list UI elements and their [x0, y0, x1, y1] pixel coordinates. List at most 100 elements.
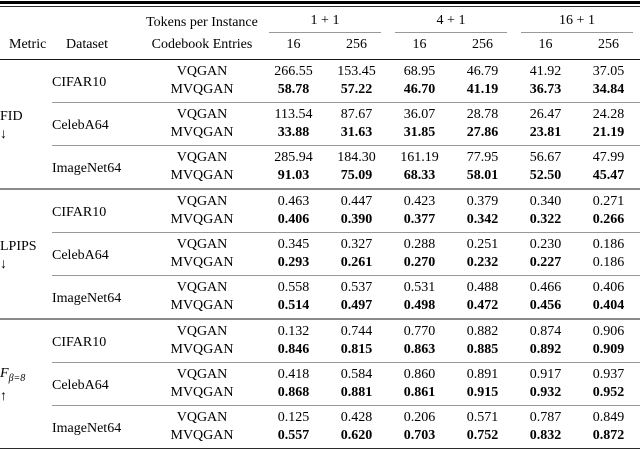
header-spacer	[0, 7, 142, 33]
value-cell: 27.86	[466, 125, 499, 140]
value-cell: 87.67	[325, 102, 388, 124]
value-cell: 34.84	[592, 82, 625, 97]
model-cell: MVQGAN	[170, 298, 234, 313]
model-cell: MVQGAN	[170, 82, 234, 97]
value-cell: 0.377	[403, 212, 436, 227]
value-cell: 0.846	[277, 342, 310, 357]
value-cell: 113.54	[262, 102, 325, 124]
table-row: ImageNet64 VQGAN 285.94 184.30 161.19 77.95 56…	[0, 145, 640, 189]
header-row-token-groups: Tokens per Instance 1 + 1 4 + 1 16 + 1	[0, 7, 640, 33]
value-cell: 0.227	[529, 255, 562, 270]
metric-label: FID	[0, 108, 23, 124]
value-cell: 0.881	[340, 385, 373, 400]
table-row: ImageNet64 VQGAN 0.558 0.537 0.531 0.488 0.466…	[0, 275, 640, 319]
table-row: MVQGAN 0.557 0.620 0.703 0.752 0.832 0.872	[0, 427, 640, 448]
table-row: FID ↓ CIFAR10 VQGAN 266.55 153.45 68.95 46.79 41…	[0, 60, 640, 142]
value-cell: 0.186	[577, 232, 640, 254]
model-cell: MVQGAN	[170, 385, 234, 400]
value-cell: 21.19	[592, 125, 625, 140]
value-cell: 0.456	[529, 298, 562, 313]
value-cell: 58.78	[277, 82, 310, 97]
value-cell: 0.537	[325, 275, 388, 297]
value-cell: 0.891	[451, 362, 514, 384]
value-cell: 23.81	[529, 125, 562, 140]
value-cell: 58.01	[466, 168, 499, 183]
value-cell: 36.07	[388, 102, 451, 124]
value-cell: 0.832	[529, 428, 562, 443]
value-cell: 0.932	[529, 385, 562, 400]
dataset-cell: CIFAR10	[52, 318, 142, 363]
value-cell: 0.863	[403, 342, 436, 357]
table-body: FID ↓ CIFAR10 VQGAN 266.55 153.45 68.95 46.79 41…	[0, 60, 640, 448]
value-cell: 0.266	[592, 212, 625, 227]
value-cell: 28.78	[451, 102, 514, 124]
model-cell: MVQGAN	[170, 255, 234, 270]
value-cell: 0.206	[388, 405, 451, 427]
value-cell: 0.322	[529, 212, 562, 227]
value-cell: 0.752	[466, 428, 499, 443]
value-cell: 0.423	[388, 188, 451, 211]
table-row: MVQGAN 0.406 0.390 0.377 0.342 0.322 0.266	[0, 211, 640, 233]
value-cell: 0.261	[340, 255, 373, 270]
metric-cell: Fβ=8 ↑	[0, 318, 52, 448]
value-cell: 41.19	[466, 82, 499, 97]
value-cell: 0.861	[403, 385, 436, 400]
model-cell: VQGAN	[176, 64, 228, 79]
codebook-size-header: 256	[451, 33, 514, 60]
value-cell: 0.466	[514, 275, 577, 297]
value-cell: 0.872	[592, 428, 625, 443]
value-cell: 0.892	[529, 342, 562, 357]
model-cell: VQGAN	[142, 232, 262, 254]
value-cell: 0.293	[277, 255, 310, 270]
value-cell: 0.345	[262, 232, 325, 254]
codebook-size-header: 16	[262, 33, 325, 60]
dataset-cell: ImageNet64	[52, 405, 142, 448]
value-cell: 0.271	[577, 188, 640, 211]
table-top-rule	[0, 1, 640, 7]
codebook-size-header: 16	[388, 33, 451, 60]
table-row: MVQGAN 58.78 57.22 46.70 41.19 36.73 34.84	[0, 81, 640, 103]
value-cell: 52.50	[529, 168, 562, 183]
table-row: MVQGAN 0.514 0.497 0.498 0.472 0.456 0.404	[0, 297, 640, 319]
dataset-cell: CIFAR10	[52, 74, 107, 90]
value-cell: 0.584	[325, 362, 388, 384]
value-cell: 33.88	[277, 125, 310, 140]
value-cell: 68.95	[403, 64, 436, 79]
value-cell: 56.67	[514, 145, 577, 167]
value-cell: 57.22	[340, 82, 373, 97]
dataset-cell: CelebA64	[52, 102, 142, 146]
model-cell: MVQGAN	[170, 428, 234, 443]
tokens-per-instance-label: Tokens per Instance	[146, 14, 258, 30]
value-cell: 0.186	[592, 255, 625, 270]
value-cell: 26.47	[514, 102, 577, 124]
value-cell: 0.909	[592, 342, 625, 357]
results-table: Tokens per Instance 1 + 1 4 + 1 16 + 1 M…	[0, 7, 640, 448]
model-cell: VQGAN	[142, 188, 262, 211]
metric-direction-arrow: ↓	[0, 126, 7, 142]
model-cell: MVQGAN	[170, 125, 234, 140]
codebook-size-header: 256	[577, 33, 640, 60]
value-cell: 0.885	[466, 342, 499, 357]
dataset-cell: CIFAR10	[52, 188, 142, 233]
value-cell: 0.620	[340, 428, 373, 443]
value-cell: 0.428	[325, 405, 388, 427]
value-cell: 0.787	[514, 405, 577, 427]
value-cell: 77.95	[451, 145, 514, 167]
table-row: MVQGAN 0.868 0.881 0.861 0.915 0.932 0.952	[0, 384, 640, 406]
value-cell: 0.463	[262, 188, 325, 211]
codebook-size-header: 16	[514, 33, 577, 60]
value-cell: 0.952	[592, 385, 625, 400]
codebook-entries-label: Codebook Entries	[142, 33, 262, 60]
model-cell: VQGAN	[142, 102, 262, 124]
metric-column-header: Metric	[0, 33, 52, 60]
value-cell: 0.882	[451, 318, 514, 341]
table-row: CelebA64 VQGAN 0.418 0.584 0.860 0.891 0.917 0.…	[0, 362, 640, 406]
model-cell: MVQGAN	[170, 168, 234, 183]
value-cell: 0.868	[277, 385, 310, 400]
value-cell: 0.744	[325, 318, 388, 341]
value-cell: 0.472	[466, 298, 499, 313]
value-cell: 41.92	[529, 64, 562, 79]
value-cell: 0.571	[451, 405, 514, 427]
table-row: Fβ=8 ↑ CIFAR10 VQGAN 0.132 0.744 0.770 0.882 0.8…	[0, 318, 640, 448]
token-group-cell: 16 + 1	[514, 7, 640, 33]
